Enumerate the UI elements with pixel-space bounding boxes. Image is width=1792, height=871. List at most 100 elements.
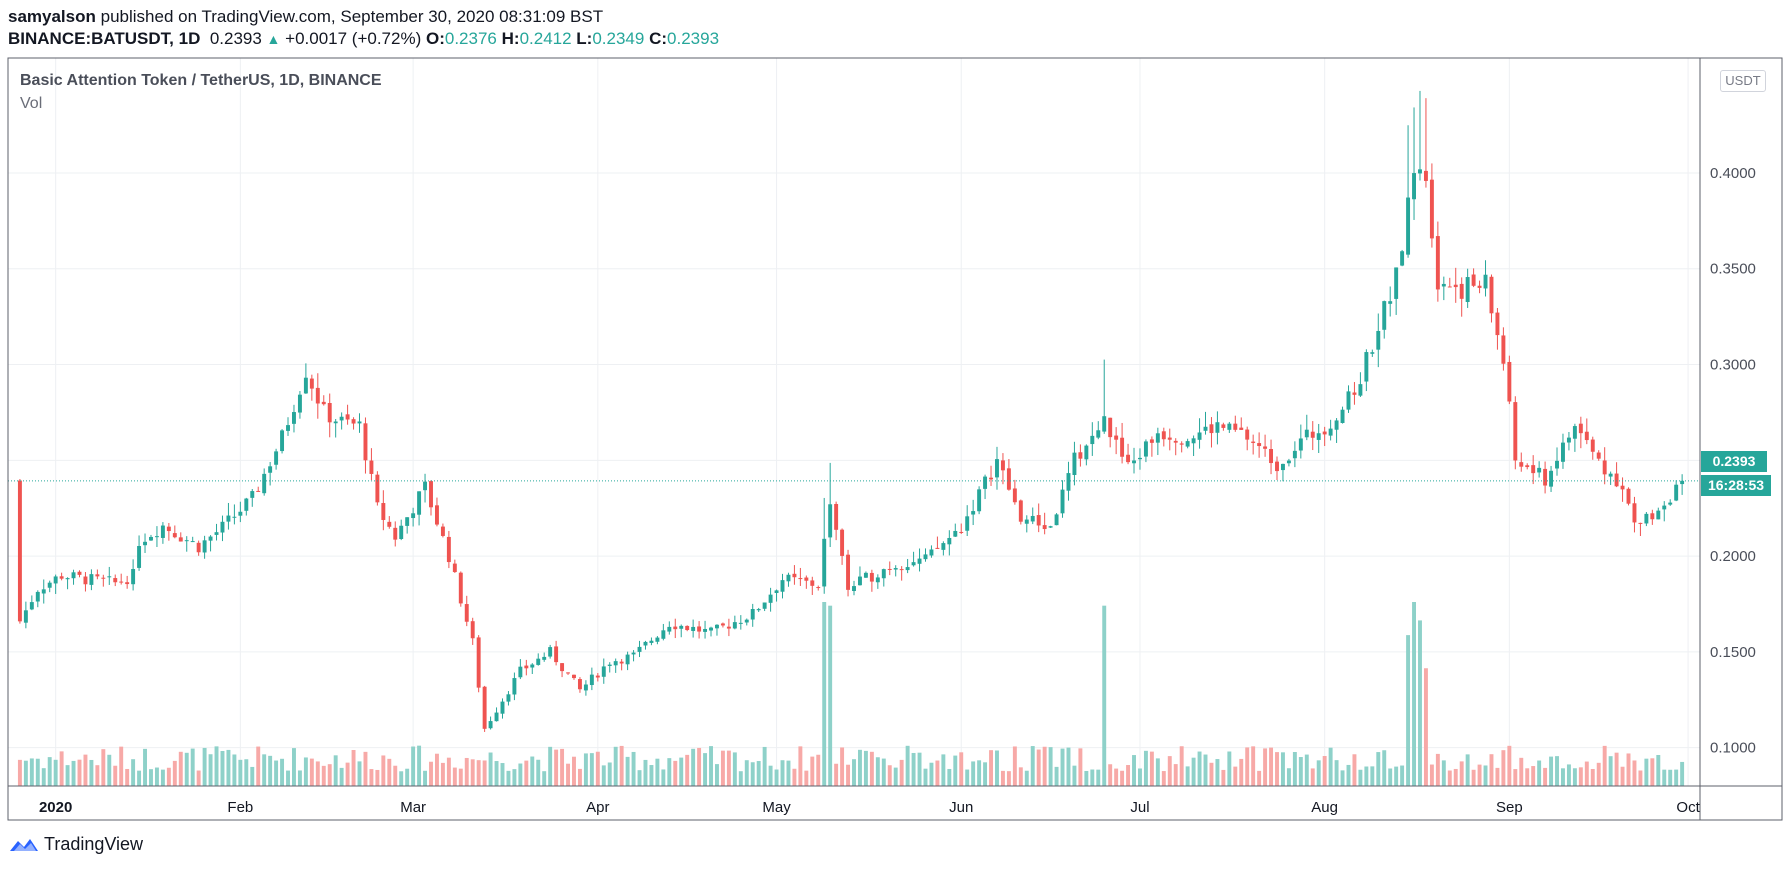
volume-bar (649, 765, 654, 786)
volume-bar (875, 757, 880, 786)
volume-bar (226, 749, 231, 786)
volume-bar (1149, 751, 1154, 786)
volume-bar (923, 768, 928, 786)
candle-body (125, 582, 130, 585)
candle-body (899, 569, 904, 571)
time-axis[interactable]: 2020 Feb Mar Apr May Jun Jul Aug Sep Oct (39, 799, 1701, 816)
volume-bar (1471, 769, 1476, 786)
candle-body (41, 589, 46, 594)
candle-body (1000, 460, 1005, 471)
candle-body (1543, 468, 1548, 486)
candle-body (1400, 251, 1405, 266)
volume-bar (631, 751, 636, 786)
candle-body (1072, 452, 1077, 475)
candle-body (929, 549, 934, 556)
volume-bar (1501, 750, 1506, 786)
candle-body (703, 628, 708, 632)
volume-bar (95, 765, 100, 786)
candle-body (131, 569, 136, 585)
tradingview-logo[interactable]: TradingView (8, 834, 143, 855)
candle-body (1519, 462, 1524, 467)
candle-body (202, 540, 207, 553)
volume-bar (41, 768, 46, 786)
volume-bar (405, 768, 410, 786)
candle-body (1054, 514, 1059, 526)
candle-body (83, 576, 88, 585)
candle-body (53, 576, 58, 584)
volume-bar (149, 769, 153, 786)
volume-bar (315, 761, 320, 786)
candle-body (160, 525, 165, 538)
candle-body (1060, 489, 1065, 514)
volume-bar (577, 768, 582, 786)
chart-frame (7, 57, 1783, 821)
volume-bar (1644, 758, 1649, 786)
volume-bar (1680, 761, 1685, 786)
candle-body (1501, 335, 1506, 364)
candle-body (1620, 485, 1625, 490)
volume-bar (1638, 770, 1643, 786)
candle-body (363, 423, 368, 461)
candle-body (303, 377, 308, 394)
volume-bar (691, 748, 696, 786)
candle-body (476, 637, 481, 688)
volume-legend[interactable]: Vol (20, 95, 43, 112)
volume-bar (816, 754, 821, 786)
candle-body (983, 476, 988, 489)
candle-body (208, 536, 213, 541)
volume-bar (1185, 766, 1190, 786)
volume-bar (220, 750, 225, 786)
candle-body (1561, 442, 1565, 462)
volume-bar (1042, 746, 1047, 786)
volume-bar (959, 752, 964, 786)
volume-bar (1263, 748, 1268, 786)
volume-bar (947, 768, 952, 786)
volume-bar (1161, 771, 1166, 786)
candle-body (846, 554, 851, 590)
candle-body (1614, 473, 1619, 487)
volume-bar (363, 751, 368, 786)
currency-button[interactable]: USDT (1720, 70, 1766, 92)
candle-body (95, 574, 100, 577)
volume-bar (476, 760, 481, 786)
volume-bar (29, 758, 34, 786)
chart-grid (8, 58, 1700, 786)
volume-bar (131, 759, 136, 786)
volume-bar (530, 756, 535, 786)
candle-body (643, 641, 648, 646)
candle-body (500, 701, 505, 714)
candle-body (1513, 402, 1518, 461)
candle-body (1608, 473, 1613, 477)
candle-body (1096, 430, 1101, 438)
volume-bar (965, 769, 970, 786)
candle-body (458, 572, 463, 604)
candle-body (1668, 502, 1673, 505)
candle-body (1233, 423, 1238, 430)
candle-body (250, 491, 255, 498)
volume-bar (1215, 759, 1220, 786)
author-name[interactable]: samyalson (8, 7, 96, 26)
volume-bar (625, 756, 630, 786)
price-tick-label: 0.2000 (1710, 548, 1756, 565)
volume-bar (452, 767, 457, 786)
volume-bar (667, 758, 672, 786)
candle-body (393, 527, 398, 540)
volume-bar (1012, 746, 1017, 786)
volume-bar (881, 758, 886, 786)
candle-body (601, 666, 606, 677)
volume-bar (810, 756, 815, 786)
candle-body (685, 625, 690, 631)
candle-body (470, 621, 475, 639)
volume-bar (381, 755, 386, 786)
volume-bar (17, 759, 22, 786)
candle-body (560, 663, 565, 672)
candle-body (887, 568, 892, 570)
candle-body (518, 666, 523, 678)
volume-bar (1000, 770, 1005, 786)
chart-legend-title[interactable]: Basic Attention Token / TetherUS, 1D, BI… (20, 72, 382, 89)
volume-bar (1298, 757, 1303, 786)
volume-bar (482, 760, 487, 786)
candle-body (1358, 384, 1363, 396)
volume-bar (589, 753, 594, 786)
